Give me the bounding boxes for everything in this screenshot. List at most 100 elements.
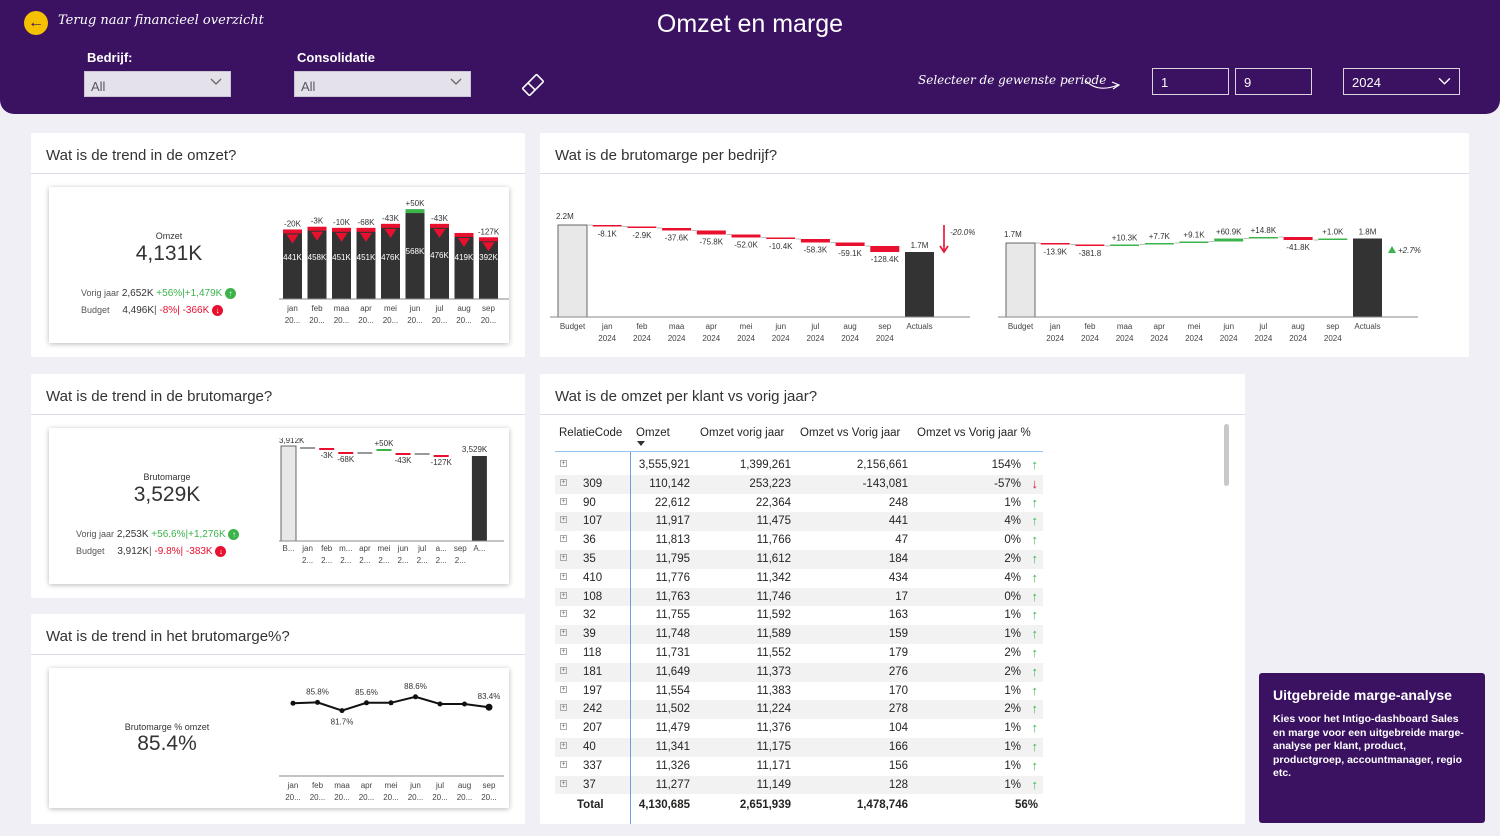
x-tick-label: 2... — [455, 556, 466, 565]
delta-label: -381.8 — [1079, 249, 1102, 258]
chevron-down-icon — [450, 78, 462, 85]
table-row[interactable]: +32 11,755 11,592 163 1% ↑ — [555, 606, 1043, 625]
period-to-input[interactable]: 9 — [1235, 68, 1312, 95]
x-tick-label: 2... — [359, 556, 370, 565]
variance-marker — [332, 227, 351, 232]
delta-label: -75.8K — [700, 238, 724, 247]
scrollbar[interactable] — [1224, 424, 1229, 486]
variance-arrow — [458, 237, 470, 247]
cell-relatiecode: 337 — [583, 759, 603, 772]
cell-relatiecode: 181 — [583, 665, 603, 678]
x-tick-label: 2... — [321, 556, 332, 565]
expand-icon[interactable]: + — [560, 648, 567, 655]
divider — [31, 414, 525, 415]
table-row[interactable]: +36 11,813 11,766 47 0% ↑ — [555, 531, 1043, 550]
expand-icon[interactable]: + — [560, 779, 567, 787]
cell-omzet-vs-vorig-jaar: 170 — [888, 684, 908, 697]
cell-omzet: 11,795 — [655, 553, 690, 565]
x-tick-label: feb — [321, 544, 333, 553]
expand-icon[interactable]: + — [560, 666, 567, 674]
table-row[interactable]: +107 11,917 11,475 441 4% ↑ — [555, 512, 1043, 532]
expand-icon[interactable]: + — [560, 742, 567, 749]
waterfall-step — [1214, 238, 1244, 242]
table-row[interactable]: +3,555,921 1,399,261 2,156,661 154% ↑ — [555, 456, 1043, 475]
x-tick-label: jan — [287, 781, 299, 790]
table-row[interactable]: +40 11,341 11,175 166 1% ↑ — [555, 738, 1043, 757]
variance-label: -20K — [284, 219, 302, 228]
expand-icon[interactable]: + — [560, 629, 567, 637]
data-label: 88.6% — [404, 682, 427, 691]
column-header-omzet[interactable]: Omzet — [636, 427, 670, 439]
table-row[interactable]: +337 11,326 11,171 156 1% ↑ — [555, 757, 1043, 776]
cell-omzet-vs-vorig-jaar-pct: 0% — [1004, 590, 1021, 603]
column-header-omzet-vs-vorig-jaar[interactable]: Omzet vs Vorig jaar — [800, 427, 901, 439]
expand-icon[interactable]: + — [560, 516, 567, 524]
column-header-relatiecode[interactable]: RelatieCode — [559, 427, 623, 439]
x-tick-label: sep — [1326, 322, 1339, 331]
cell-omzet-vs-vorig-jaar-pct: 1% — [1004, 684, 1021, 697]
waterfall-start-bar — [1005, 242, 1036, 318]
back-link[interactable]: Terug naar financieel overzicht — [58, 13, 264, 28]
column-header-omzet-vs-vorig-jaar-pct[interactable]: Omzet vs Vorig jaar % — [917, 427, 1031, 439]
table-row[interactable]: +197 11,554 11,383 170 1% ↑ — [555, 682, 1043, 701]
table-row[interactable]: +90 22,612 22,364 248 1% ↑ — [555, 494, 1043, 513]
promo-marge-analyse[interactable]: Uitgebreide marge-analyse Kies voor het … — [1259, 673, 1485, 823]
dropdown-consolidatie[interactable]: All — [294, 71, 471, 97]
expand-icon[interactable]: + — [560, 554, 567, 561]
x-tick-label: 20... — [408, 793, 424, 802]
back-arrow-icon[interactable]: ← — [24, 11, 48, 35]
total-change-label: -20.0% — [950, 228, 975, 237]
data-label: 476K — [381, 253, 400, 262]
table-row[interactable]: +39 11,748 11,589 159 1% ↑ — [555, 625, 1043, 644]
x-tick-label: jun — [397, 544, 409, 553]
cell-omzet-vs-vorig-jaar: 156 — [888, 759, 908, 772]
card-brutomarge-trend: Wat is de trend in de brutomarge? Brutom… — [31, 374, 525, 598]
x-tick-label: feb — [312, 781, 324, 790]
dropdown-bedrijf[interactable]: All — [84, 71, 231, 97]
expand-icon[interactable]: + — [560, 704, 567, 712]
expand-icon[interactable]: + — [560, 478, 567, 486]
table-row[interactable]: +309 110,142 253,223 -143,081 -57% ↓ — [555, 474, 1043, 494]
brutomarge-pct-chart: 85.8% 81.7% 85.6% 88.6% 83.4% jan 20... feb 20..… — [279, 682, 504, 802]
cell-omzet-vs-vorig-jaar-pct: 2% — [1004, 703, 1021, 716]
expand-icon[interactable]: + — [560, 497, 567, 505]
expand-icon[interactable]: + — [560, 723, 567, 731]
cell-omzet-vs-vorig-jaar-pct: 1% — [1004, 609, 1021, 622]
bedrijf-waterfall-chart-1: 2.2M -8.1K -2.9K -37.6K -75.8K -52.0K -10.4K -5… — [550, 212, 975, 343]
table-row[interactable]: +242 11,502 11,224 278 2% ↑ — [555, 700, 1043, 720]
expand-icon[interactable]: + — [560, 572, 567, 580]
x-tick-label: Budget — [1008, 322, 1034, 331]
arrow-up-icon: ↑ — [1031, 663, 1039, 679]
expand-icon[interactable]: + — [560, 610, 567, 618]
year-dropdown[interactable]: 2024 — [1343, 68, 1460, 95]
x-tick-label: jul — [810, 322, 819, 331]
end-label: 1.7M — [911, 241, 929, 250]
variance-marker — [405, 209, 425, 214]
table-row[interactable]: +108 11,763 11,746 17 0% ↑ — [555, 587, 1043, 607]
data-label: 568K — [406, 247, 425, 256]
data-label: 81.7% — [331, 718, 354, 727]
table-row[interactable]: +207 11,479 11,376 104 1% ↑ — [555, 719, 1043, 738]
table-row[interactable]: +35 11,795 11,612 184 2% ↑ — [555, 550, 1043, 569]
expand-icon[interactable]: + — [560, 685, 567, 693]
expand-icon[interactable]: + — [560, 760, 567, 768]
variance-marker — [381, 223, 400, 228]
table-row[interactable]: +181 11,649 11,373 276 2% ↑ — [555, 662, 1043, 682]
column-header-omzet-vorig-jaar[interactable]: Omzet vorig jaar — [700, 427, 785, 439]
x-tick-label: 20... — [481, 793, 497, 802]
x-tick-label: 20... — [383, 793, 399, 802]
cell-omzet-vorig-jaar: 11,592 — [756, 609, 791, 622]
compare-label: Budget — [76, 546, 105, 556]
start-label: 1.7M — [1004, 230, 1022, 239]
expand-icon[interactable]: + — [560, 591, 567, 599]
expand-icon[interactable]: + — [560, 460, 567, 467]
table-row[interactable]: +37 11,277 11,149 128 1% ↑ — [555, 775, 1043, 795]
cell-omzet-vs-vorig-jaar-pct: 1% — [1004, 628, 1021, 641]
expand-icon[interactable]: + — [560, 535, 567, 543]
table-row[interactable]: +118 11,731 11,552 179 2% ↑ — [555, 644, 1043, 663]
eraser-icon[interactable] — [520, 72, 546, 98]
table-row[interactable]: +410 11,776 11,342 434 4% ↑ — [555, 569, 1043, 588]
waterfall-step — [395, 453, 411, 455]
period-from-input[interactable]: 1 — [1152, 68, 1229, 95]
kpi-label: Brutomarge — [143, 472, 191, 482]
